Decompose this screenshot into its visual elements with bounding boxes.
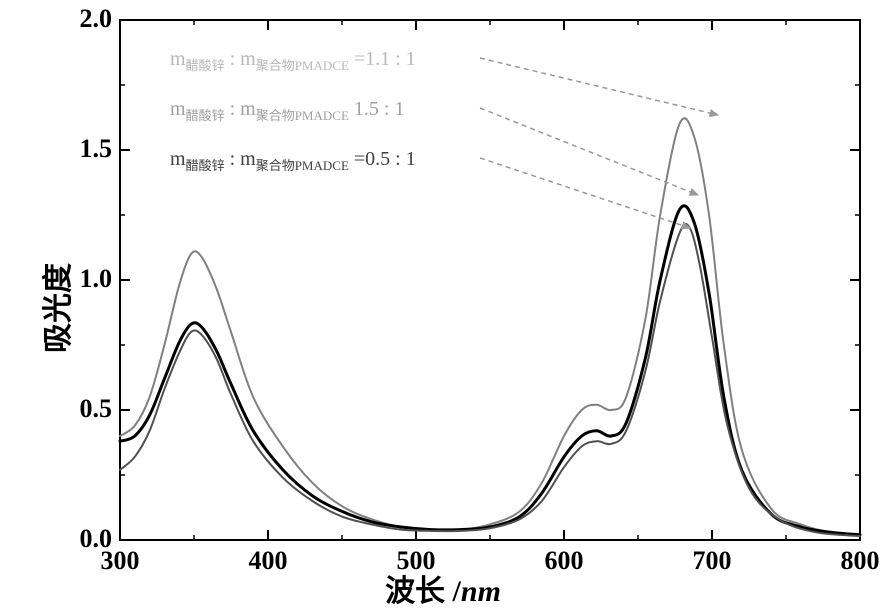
y-tick-label: 2.0	[52, 4, 112, 34]
x-tick-label: 800	[830, 546, 886, 576]
x-tick-label: 400	[238, 546, 298, 576]
leader-arrow	[480, 158, 690, 228]
y-tick-label: 0.0	[52, 524, 112, 554]
legend-entry: m醋酸锌 : m聚合物PMADCE 1.5 : 1	[170, 98, 404, 124]
x-tick-label: 500	[386, 546, 446, 576]
absorbance-spectrum-chart: 吸光度 波长 /nm 3004005006007008000.00.51.01.…	[0, 0, 886, 616]
series-ratio_1_1_1	[120, 118, 860, 535]
series-ratio_0_5_1	[120, 224, 860, 536]
plot-canvas	[0, 0, 886, 616]
x-tick-label: 700	[682, 546, 742, 576]
legend-entry: m醋酸锌 : m聚合物PMADCE =0.5 : 1	[170, 148, 416, 174]
legend-entry: m醋酸锌 : m聚合物PMADCE =1.1 : 1	[170, 48, 416, 74]
y-tick-label: 1.5	[52, 134, 112, 164]
leader-arrow	[480, 58, 718, 115]
series-ratio_1_5_1	[120, 206, 860, 535]
y-tick-label: 1.0	[52, 264, 112, 294]
y-tick-label: 0.5	[52, 394, 112, 424]
leader-arrow	[480, 108, 698, 195]
x-tick-label: 600	[534, 546, 594, 576]
